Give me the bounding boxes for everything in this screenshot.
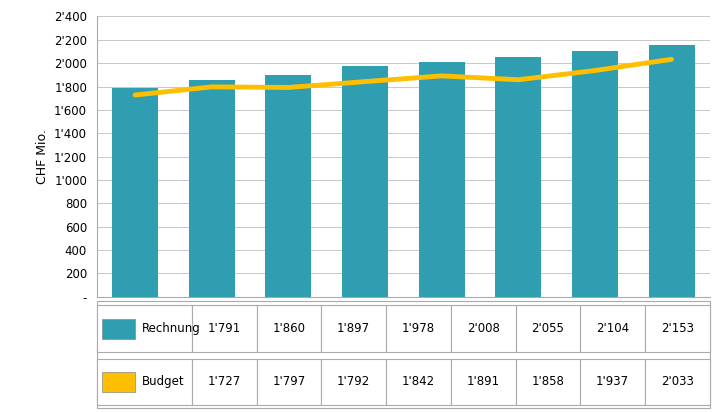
- Bar: [645, 305, 710, 352]
- Bar: [386, 358, 451, 405]
- Bar: [495, 57, 541, 297]
- Bar: [419, 62, 465, 297]
- Text: 1'891: 1'891: [467, 375, 500, 389]
- Bar: [572, 51, 618, 297]
- Text: 1'937: 1'937: [596, 375, 630, 389]
- Bar: [386, 305, 451, 352]
- Text: 1'791: 1'791: [207, 322, 241, 335]
- Bar: [257, 358, 321, 405]
- Text: 1'860: 1'860: [272, 322, 305, 335]
- Bar: [257, 305, 321, 352]
- Bar: [102, 372, 136, 392]
- Text: Rechnung: Rechnung: [141, 322, 200, 335]
- Y-axis label: CHF Mio.: CHF Mio.: [36, 129, 49, 184]
- Bar: [192, 358, 257, 405]
- Text: 1'858: 1'858: [531, 375, 564, 389]
- Text: 1'842: 1'842: [402, 375, 435, 389]
- Text: 2'104: 2'104: [596, 322, 630, 335]
- Text: 1'897: 1'897: [337, 322, 370, 335]
- Bar: [189, 80, 234, 297]
- Text: 2'008: 2'008: [467, 322, 500, 335]
- Text: Budget: Budget: [141, 375, 184, 389]
- Bar: [112, 88, 158, 297]
- Text: 1'727: 1'727: [207, 375, 241, 389]
- Bar: [97, 305, 192, 352]
- Bar: [516, 305, 580, 352]
- Bar: [97, 358, 192, 405]
- Bar: [649, 45, 695, 297]
- Bar: [321, 358, 386, 405]
- Bar: [102, 318, 136, 339]
- Bar: [192, 305, 257, 352]
- Text: 2'033: 2'033: [661, 375, 694, 389]
- Text: 1'978: 1'978: [402, 322, 435, 335]
- Bar: [342, 66, 388, 297]
- Text: 2'153: 2'153: [661, 322, 694, 335]
- Bar: [451, 305, 516, 352]
- Bar: [451, 358, 516, 405]
- Text: 2'055: 2'055: [531, 322, 564, 335]
- Text: 1'797: 1'797: [272, 375, 305, 389]
- Bar: [321, 305, 386, 352]
- Bar: [580, 358, 645, 405]
- Text: 1'792: 1'792: [337, 375, 370, 389]
- Bar: [516, 358, 580, 405]
- Bar: [265, 75, 311, 297]
- Bar: [645, 358, 710, 405]
- Bar: [580, 305, 645, 352]
